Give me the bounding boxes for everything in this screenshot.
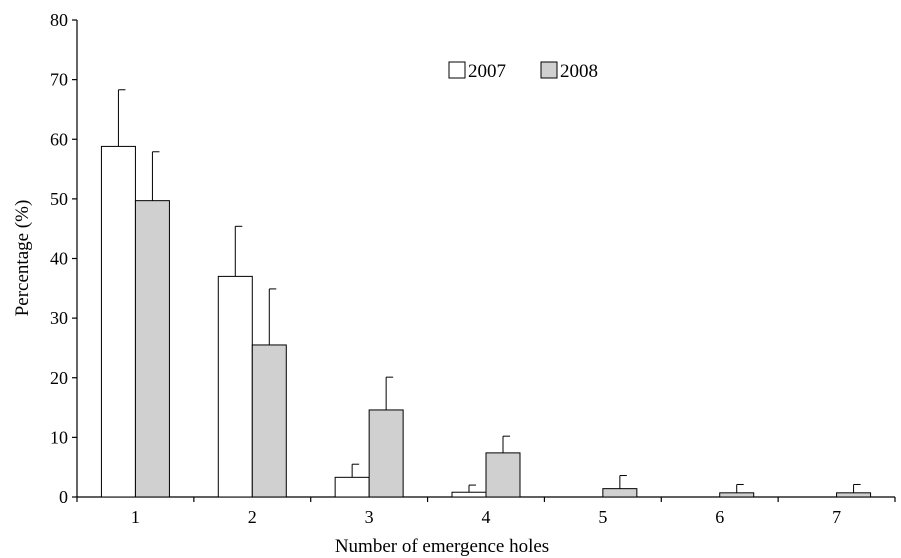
y-tick-label: 40	[50, 249, 68, 269]
y-tick-label: 50	[50, 189, 68, 209]
legend-label-2007: 2007	[468, 61, 506, 82]
x-tick-label: 1	[131, 507, 140, 527]
bar-2007-4	[451, 491, 487, 498]
bar-2008-7	[836, 492, 872, 498]
x-tick-label: 7	[832, 507, 841, 527]
y-tick-label: 0	[59, 487, 68, 507]
x-tick-group: 1 2 3 4 5 6 7	[76, 497, 896, 527]
chart-axes	[76, 20, 895, 498]
bar-2008-6	[719, 492, 755, 498]
x-tick-label: 5	[598, 507, 607, 527]
y-tick-label: 30	[50, 308, 68, 328]
bar-2008-3	[368, 409, 404, 498]
legend: 2007 2008	[448, 61, 598, 82]
legend-label-2008: 2008	[560, 61, 598, 82]
bar-group	[100, 145, 872, 498]
error-bar-group	[117, 89, 861, 493]
legend-swatch-2007	[448, 61, 466, 79]
x-tick-label: 6	[715, 507, 724, 527]
legend-swatch-2008	[540, 61, 558, 79]
y-tick-label: 10	[50, 427, 68, 447]
x-tick-label: 4	[482, 507, 491, 527]
bar-2008-4	[485, 452, 521, 498]
x-tick-label: 3	[365, 507, 374, 527]
y-tick-label: 70	[50, 70, 68, 90]
bar-2008-2	[251, 344, 287, 498]
y-tick-group: 0 10 20 30 40 50 60 70 80	[50, 10, 77, 507]
y-tick-label: 60	[50, 129, 68, 149]
x-axis-title: Number of emergence holes	[335, 536, 549, 557]
y-tick-label: 20	[50, 368, 68, 388]
x-tick-label: 2	[248, 507, 257, 527]
y-axis-title: Percentage (%)	[12, 200, 33, 317]
bar-2008-5	[602, 488, 638, 498]
bar-2007-1	[100, 145, 136, 498]
bar-2007-2	[217, 275, 253, 498]
bar-2007-3	[334, 476, 370, 498]
bar-2008-1	[134, 200, 170, 498]
y-tick-label: 80	[50, 10, 68, 30]
